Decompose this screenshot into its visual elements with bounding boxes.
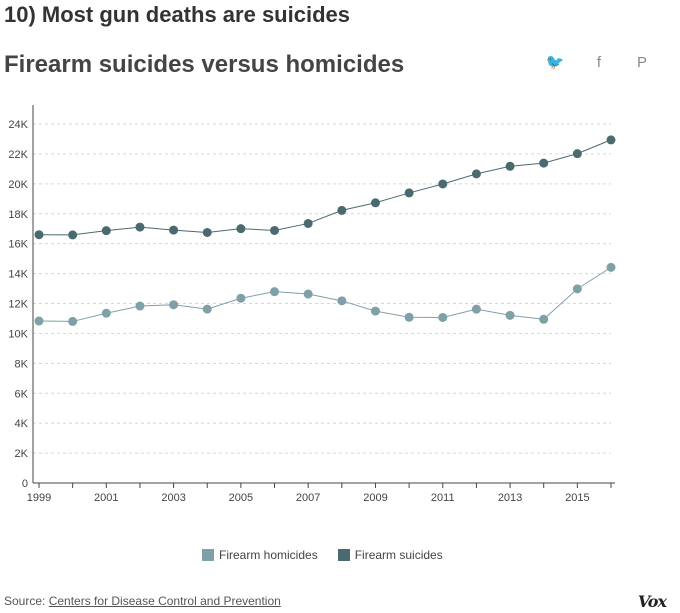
data-point <box>505 310 515 320</box>
source-prefix: Source: <box>4 594 49 608</box>
data-point <box>539 314 549 324</box>
data-point <box>539 158 549 168</box>
y-tick-label: 0 <box>22 478 28 490</box>
series-line-0 <box>38 266 612 322</box>
data-point <box>34 316 44 326</box>
data-point <box>471 169 481 179</box>
data-point <box>606 262 616 272</box>
data-point <box>370 306 380 316</box>
data-point <box>505 161 515 171</box>
series-line-1 <box>38 139 612 236</box>
data-point <box>101 226 111 236</box>
data-point <box>202 227 212 237</box>
data-point <box>169 300 179 310</box>
y-tick-label: 20K <box>8 179 28 191</box>
pinterest-icon[interactable]: P <box>636 54 647 71</box>
headline: 10) Most gun deaths are suicides <box>4 2 350 27</box>
data-point <box>270 287 280 297</box>
data-point <box>438 312 448 322</box>
legend-swatch-suicides <box>337 549 350 561</box>
source-link[interactable]: Centers for Disease Control and Preventi… <box>48 594 281 608</box>
data-point <box>337 296 347 306</box>
y-tick-label: 2K <box>15 448 29 460</box>
legend-item-suicides[interactable]: Firearm suicides <box>337 548 443 562</box>
y-tick-label: 8K <box>15 358 29 370</box>
y-tick-label: 22K <box>8 149 28 161</box>
y-tick-label: 14K <box>8 269 28 281</box>
legend: Firearm homicides Firearm suicides <box>202 548 463 562</box>
data-point <box>34 230 44 240</box>
y-tick-label: 10K <box>8 328 28 340</box>
data-point <box>471 304 481 314</box>
source-note: Source: Centers for Disease Control and … <box>4 594 281 608</box>
data-point <box>236 224 246 234</box>
data-point <box>68 316 78 326</box>
x-tick-label: 2013 <box>498 492 522 504</box>
data-point <box>270 225 280 235</box>
x-tick-label: 2001 <box>94 492 118 504</box>
y-tick-label: 4K <box>15 418 29 430</box>
data-point <box>337 205 347 215</box>
legend-item-homicides[interactable]: Firearm homicides <box>202 548 318 562</box>
twitter-icon[interactable]: 🐦 <box>545 54 565 71</box>
x-tick-label: 2003 <box>161 492 185 504</box>
x-tick-label: 1999 <box>27 492 51 504</box>
vox-logo: Vox <box>637 592 667 611</box>
facebook-icon[interactable]: f <box>596 54 602 71</box>
data-point <box>202 304 212 314</box>
data-point <box>303 289 313 299</box>
x-tick-label: 2009 <box>363 492 387 504</box>
x-tick-label: 2007 <box>296 492 320 504</box>
y-tick-label: 6K <box>15 388 29 400</box>
y-tick-label: 12K <box>8 299 28 311</box>
data-point <box>303 218 313 228</box>
data-point <box>572 149 582 159</box>
data-point <box>135 222 145 232</box>
chart-title: Firearm suicides versus homicides <box>4 51 405 78</box>
legend-label-homicides: Firearm homicides <box>219 548 318 562</box>
x-tick-label: 2005 <box>229 492 253 504</box>
data-point <box>404 188 414 198</box>
data-point <box>101 308 111 318</box>
data-point <box>135 301 145 311</box>
y-tick-label: 18K <box>8 209 28 221</box>
legend-label-suicides: Firearm suicides <box>354 548 443 562</box>
data-point <box>606 135 616 145</box>
y-tick-label: 24K <box>8 119 28 131</box>
x-tick-label: 2011 <box>431 492 455 504</box>
data-point <box>236 293 246 303</box>
data-point <box>370 198 380 208</box>
data-point <box>404 312 414 322</box>
line-chart: 0 2K 4K 6K 8K 10K 12K 14K 16K 18K 20K 22K 24K 1999 200… <box>8 105 616 504</box>
legend-swatch-homicides <box>202 549 214 561</box>
data-point <box>438 179 448 189</box>
x-tick-label: 2015 <box>565 492 589 504</box>
y-tick-label: 16K <box>8 239 28 251</box>
data-point <box>169 225 179 235</box>
data-point <box>572 284 582 294</box>
data-point <box>68 230 78 240</box>
